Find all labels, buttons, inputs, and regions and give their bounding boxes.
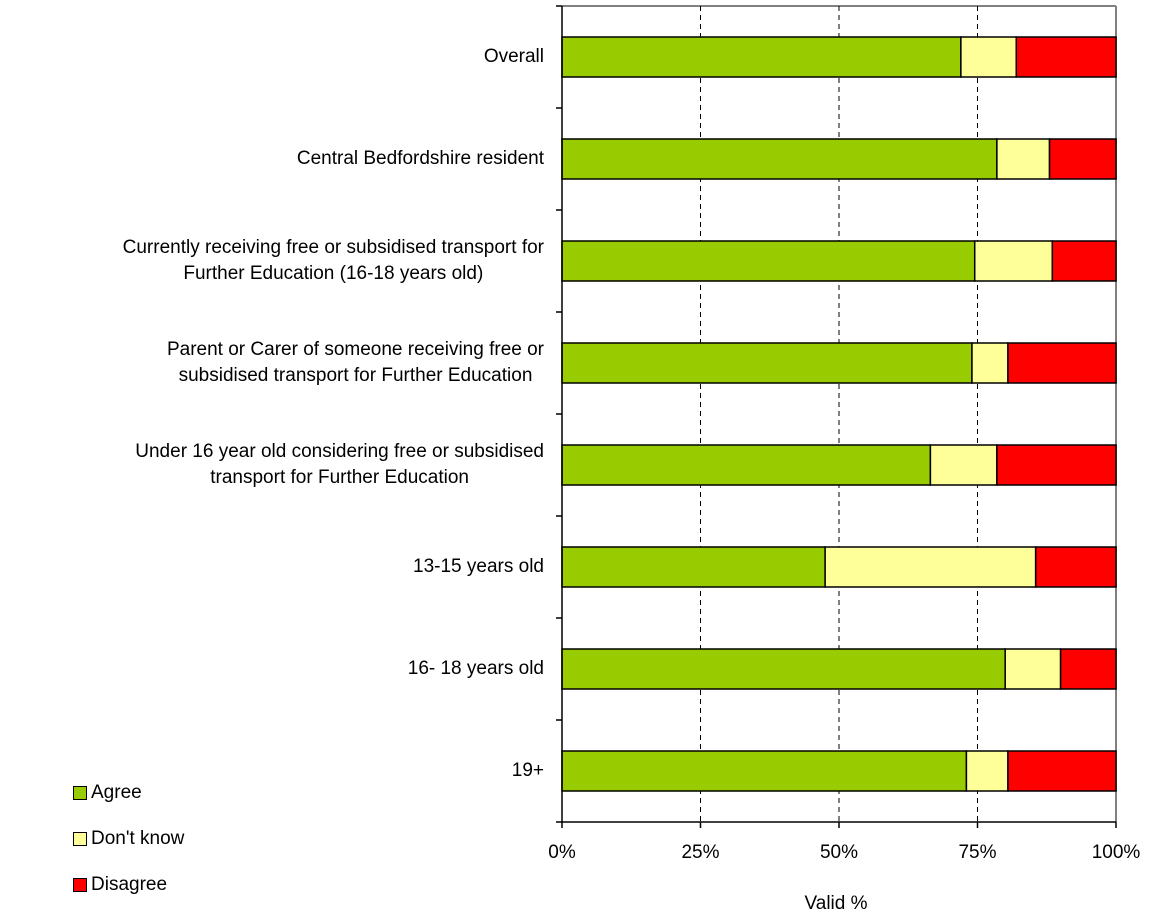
bar-agree-1 <box>561 138 998 180</box>
bar-agree-4 <box>561 444 932 486</box>
x-tick-label-1: 25% <box>681 842 720 863</box>
bar-agree-7 <box>561 750 968 792</box>
bar-agree-6 <box>561 648 1006 690</box>
bar-don-t-know-1 <box>996 138 1051 180</box>
bar-disagree-6 <box>1059 648 1117 690</box>
legend-swatch-agree <box>73 786 87 800</box>
x-tick-label-0: 0% <box>548 842 576 863</box>
x-tick-label-2: 50% <box>819 842 859 863</box>
bar-don-t-know-6 <box>1004 648 1062 690</box>
bar-disagree-1 <box>1048 138 1117 180</box>
bar-don-t-know-3 <box>971 342 1009 384</box>
x-axis-title: Valid % <box>804 893 868 914</box>
legend-label-dont-know: Don't know <box>91 828 185 849</box>
legend: Agree Don't know Disagree <box>73 770 184 908</box>
category-label-0: Overall <box>483 46 544 67</box>
x-tick-label-3: 75% <box>958 842 997 863</box>
bar-disagree-3 <box>1007 342 1117 384</box>
category-label-7: 19+ <box>511 760 544 781</box>
legend-swatch-disagree <box>73 878 87 892</box>
bar-don-t-know-5 <box>824 546 1037 588</box>
bar-don-t-know-2 <box>973 240 1054 282</box>
bar-agree-0 <box>561 36 962 78</box>
category-label-5: 13-15 years old <box>413 556 544 577</box>
bar-disagree-5 <box>1034 546 1117 588</box>
bar-agree-5 <box>561 546 826 588</box>
bar-disagree-2 <box>1051 240 1117 282</box>
bar-disagree-7 <box>1007 750 1117 792</box>
category-label-4: Under 16 year old considering free or su… <box>135 441 544 488</box>
category-label-1: Central Bedfordshire resident <box>296 148 544 169</box>
category-label-6: 16- 18 years old <box>407 658 544 679</box>
legend-item-agree: Agree <box>73 770 184 816</box>
legend-swatch-dont-know <box>73 832 87 846</box>
legend-label-agree: Agree <box>91 782 142 803</box>
bar-agree-2 <box>561 240 976 282</box>
category-label-3: Parent or Carer of someone receiving fre… <box>166 339 544 386</box>
legend-label-disagree: Disagree <box>91 874 168 895</box>
bar-don-t-know-0 <box>960 36 1018 78</box>
category-label-2: Currently receiving free or subsidised t… <box>122 237 544 284</box>
bar-agree-3 <box>561 342 973 384</box>
bar-don-t-know-4 <box>929 444 998 486</box>
legend-item-dont-know: Don't know <box>73 816 184 862</box>
bar-disagree-0 <box>1015 36 1117 78</box>
x-tick-label-4: 100% <box>1091 842 1141 863</box>
legend-item-disagree: Disagree <box>73 862 184 908</box>
bar-disagree-4 <box>996 444 1117 486</box>
bar-don-t-know-7 <box>965 750 1009 792</box>
